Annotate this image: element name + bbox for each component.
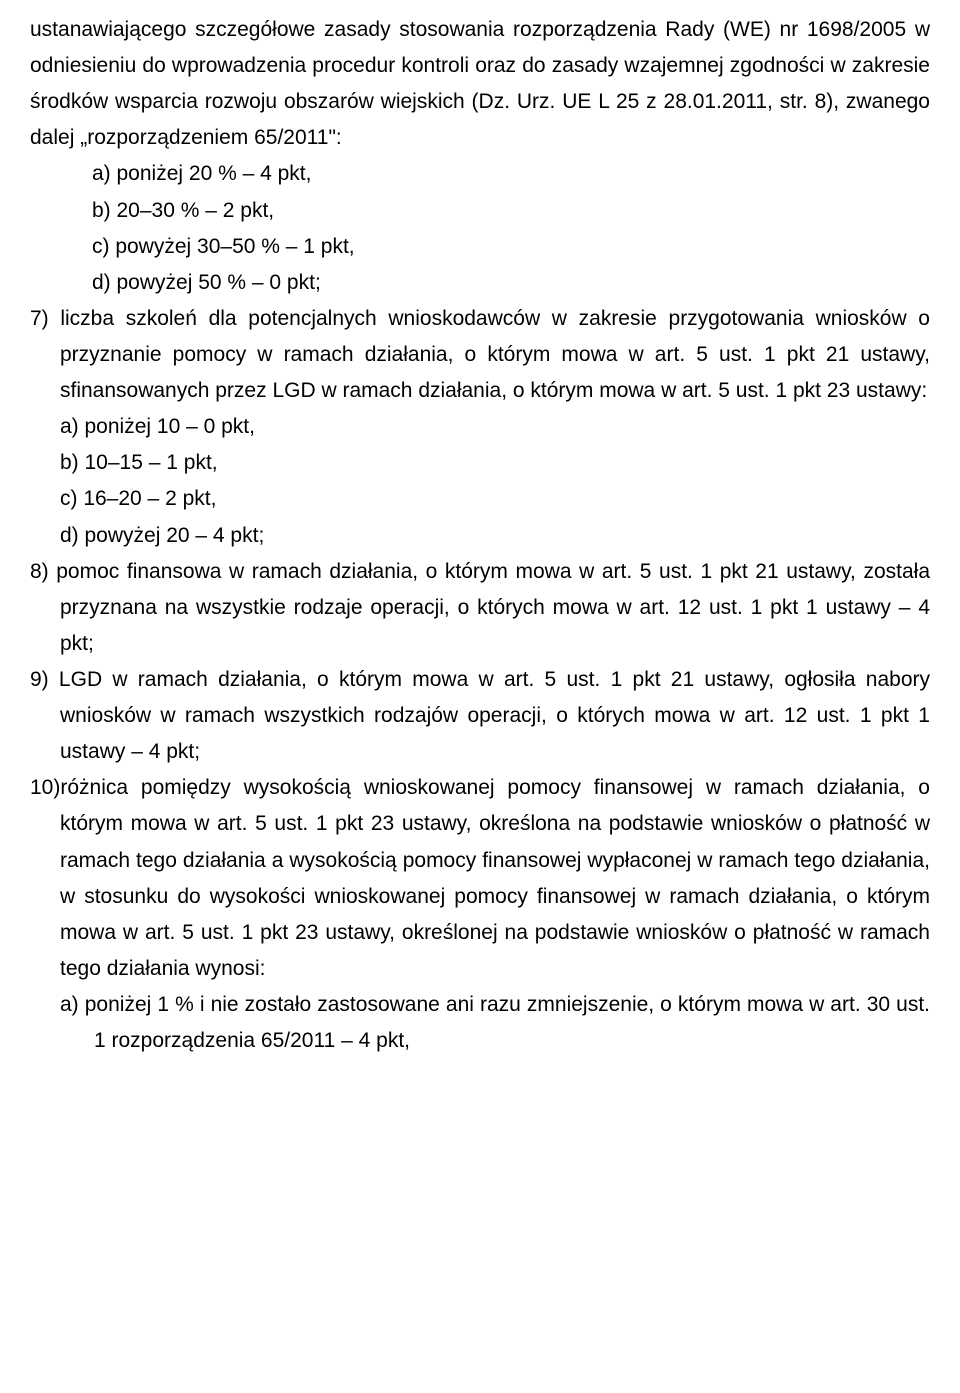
item-6b: b) 20–30 % – 2 pkt, (30, 193, 930, 229)
doc-body: ustanawiającego szczegółowe zasady stoso… (30, 12, 930, 1059)
item-7c: c) 16–20 – 2 pkt, (60, 481, 930, 517)
item-8: 8) pomoc finansowa w ramach działania, o… (30, 554, 930, 662)
item-7a: a) poniżej 10 – 0 pkt, (60, 409, 930, 445)
item-6c: c) powyżej 30–50 % – 1 pkt, (30, 229, 930, 265)
item-6d: d) powyżej 50 % – 0 pkt; (30, 265, 930, 301)
item-7d: d) powyżej 20 – 4 pkt; (60, 518, 930, 554)
item-7b: b) 10–15 – 1 pkt, (60, 445, 930, 481)
intro-paragraph: ustanawiającego szczegółowe zasady stoso… (30, 12, 930, 156)
item-10a: a) poniżej 1 % i nie zostało zastosowane… (60, 987, 930, 1059)
item-9: 9) LGD w ramach działania, o którym mowa… (30, 662, 930, 770)
item-7: 7) liczba szkoleń dla potencjalnych wnio… (30, 301, 930, 554)
item-10: 10)różnica pomiędzy wysokością wnioskowa… (30, 770, 930, 1059)
item-6a: a) poniżej 20 % – 4 pkt, (30, 156, 930, 192)
